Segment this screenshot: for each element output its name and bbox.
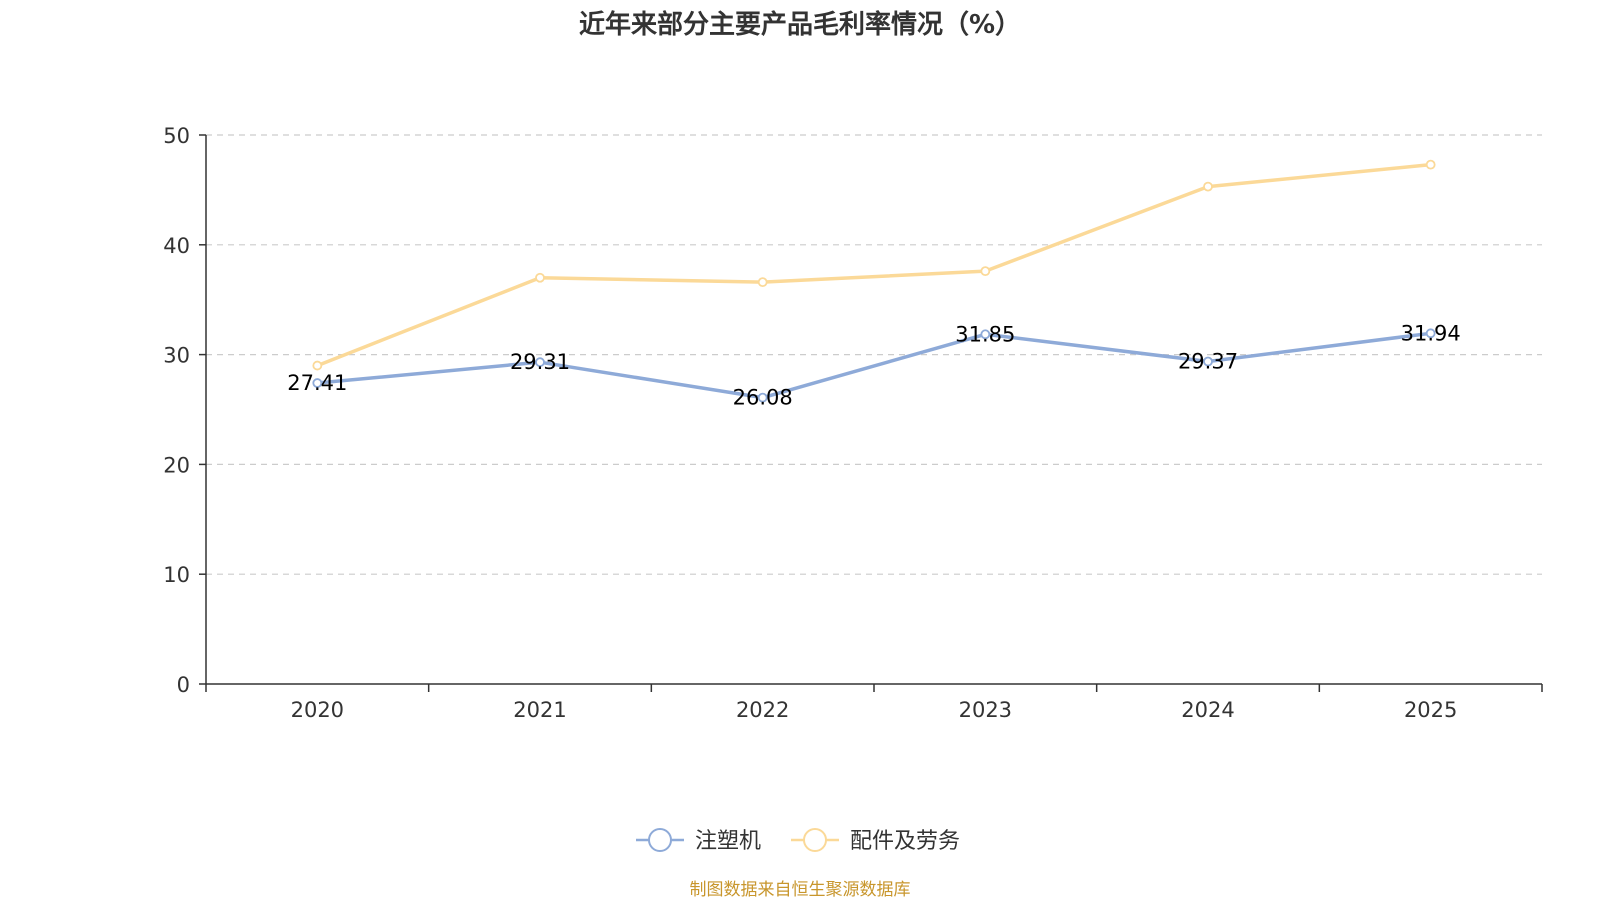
legend[interactable]: 注塑机 配件及劳务 bbox=[636, 828, 960, 854]
legend-marker-icon bbox=[803, 828, 827, 852]
data-point[interactable] bbox=[312, 378, 323, 388]
legend-label: 配件及劳务 bbox=[850, 829, 960, 854]
series-line-0 bbox=[317, 331, 1431, 400]
data-label: 31.94 bbox=[1401, 321, 1461, 345]
data-label: 27.41 bbox=[287, 371, 347, 395]
y-tick-label: 0 bbox=[177, 673, 190, 697]
legend-item-1[interactable]: 配件及劳务 bbox=[791, 828, 960, 854]
y-tick-label: 10 bbox=[163, 563, 190, 587]
data-point[interactable] bbox=[980, 329, 991, 340]
legend-item-0[interactable]: 注塑机 bbox=[636, 828, 761, 854]
data-point[interactable] bbox=[535, 357, 545, 368]
source-note: 制图数据来自恒生聚源数据库 bbox=[690, 880, 911, 900]
data-label: 31.85 bbox=[955, 322, 1015, 346]
series bbox=[312, 159, 1436, 403]
axes bbox=[205, 135, 1542, 685]
data-point[interactable] bbox=[980, 266, 991, 277]
data-point[interactable] bbox=[535, 272, 545, 283]
data-point[interactable] bbox=[1203, 181, 1213, 192]
grid-lines bbox=[206, 134, 1542, 575]
x-tick-label: 2024 bbox=[1181, 698, 1234, 722]
y-tick-label: 20 bbox=[163, 453, 190, 477]
x-tick-label: 2020 bbox=[291, 698, 344, 722]
series-line-1 bbox=[316, 162, 1431, 368]
data-label: 26.08 bbox=[733, 386, 793, 410]
data-point[interactable] bbox=[757, 277, 768, 288]
y-tick-label: 30 bbox=[163, 344, 190, 368]
y-axis-ticks: 0 10 20 30 40 50 bbox=[163, 124, 206, 697]
data-labels: 27.41 29.31 26.08 31.85 29.37 31.94 bbox=[287, 321, 1460, 409]
data-point[interactable] bbox=[757, 392, 768, 403]
legend-label: 注塑机 bbox=[695, 829, 761, 854]
data-point[interactable] bbox=[1425, 328, 1436, 339]
y-tick-label: 50 bbox=[163, 124, 190, 148]
x-tick-label: 2023 bbox=[959, 698, 1012, 722]
x-tick-label: 2022 bbox=[736, 698, 789, 722]
x-tick-label: 2021 bbox=[513, 698, 566, 722]
data-point[interactable] bbox=[312, 360, 323, 371]
chart-title: 近年来部分主要产品毛利率情况（%） bbox=[579, 9, 1021, 40]
y-tick-label: 40 bbox=[163, 234, 190, 258]
x-axis-ticks: 2020 2021 2022 2023 2024 2025 bbox=[205, 684, 1543, 722]
data-label: 29.31 bbox=[510, 350, 570, 374]
data-point[interactable] bbox=[1425, 159, 1436, 170]
data-label: 29.37 bbox=[1178, 350, 1238, 374]
x-tick-label: 2025 bbox=[1404, 698, 1457, 722]
legend-marker-icon bbox=[648, 828, 672, 852]
data-point[interactable] bbox=[1203, 356, 1213, 367]
